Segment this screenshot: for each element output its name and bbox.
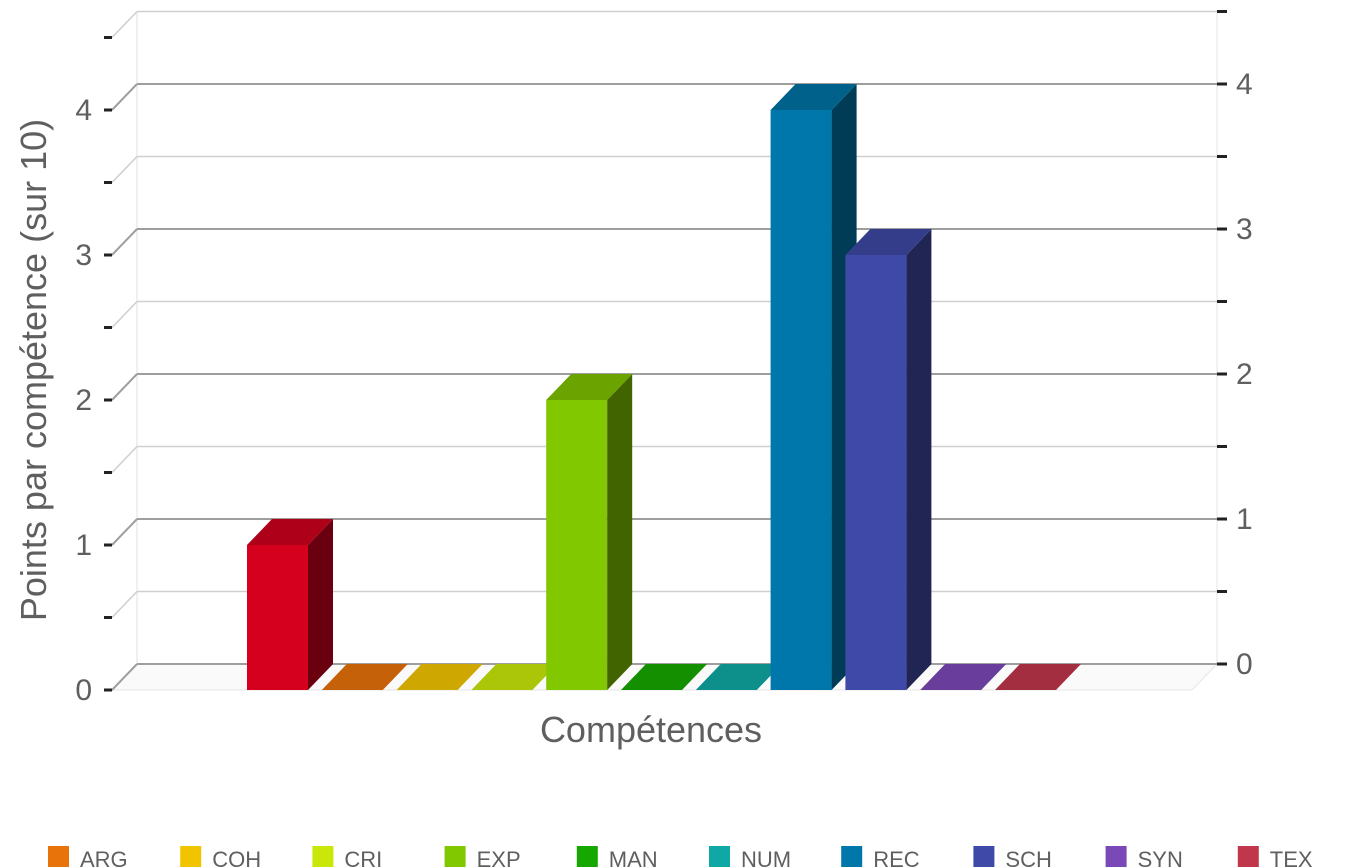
legend-item-coh: COH [180,846,261,868]
gridline-minor [111,10,1217,39]
legend-label: EXP [477,847,521,868]
bar-sch [845,229,932,690]
legend-swatch [1237,846,1259,867]
right-tick-label: 3 [1236,213,1253,246]
left-tick-label: 1 [75,529,92,562]
left-tick-label: 3 [75,239,92,272]
bar-syn [920,664,1007,690]
legend-label: SYN [1138,847,1183,868]
bar-tex [995,664,1081,690]
legend-label: COH [212,847,261,868]
gridline-major [111,83,1217,111]
legend-item-syn: SYN [1105,846,1183,868]
legend-label: TEX [1270,847,1313,868]
left-tick-label: 0 [75,674,92,707]
legend-swatch [1105,846,1127,867]
legend: ARG COH CRI EXP MAN NUM REC SCH SYN TEX [48,846,1313,868]
gridline-minor [111,300,1217,329]
legend-label: ARG [80,847,128,868]
bar-coh [396,664,483,690]
bar-rec [770,84,857,690]
legend-item-arg: ARG [48,846,128,868]
legend-label: MAN [609,847,658,868]
legend-item-cri: CRI [312,846,382,868]
legend-swatch [312,846,334,867]
bar-tex-first [247,519,333,690]
left-tick-label: 4 [75,94,92,127]
bar-man [621,664,707,690]
bar-arg [321,664,408,690]
legend-item-rec: REC [841,846,920,868]
legend-swatch [180,846,202,867]
legend-item-exp: EXP [444,846,521,868]
legend-swatch [48,846,69,867]
legend-label: CRI [344,847,382,868]
right-tick-label: 4 [1236,68,1253,101]
bar-exp [546,374,633,690]
right-y-axis: 0 1 2 3 4 [1217,10,1253,681]
gridline-minor [111,445,1217,474]
left-tick-label: 2 [75,384,92,417]
legend-swatch [973,846,995,867]
legend-label: NUM [741,847,791,868]
legend-item-num: NUM [709,846,791,868]
legend-item-sch: SCH [973,846,1052,868]
bar-num [695,664,782,690]
gridline-major [111,228,1217,256]
x-axis-title: Compétences [540,709,762,750]
legend-swatch [841,846,863,867]
y-axis-title: Points par compétence (sur 10) [13,119,54,621]
gridline-major [111,373,1217,401]
right-tick-label: 2 [1236,358,1253,391]
legend-swatch [444,846,466,867]
legend-label: SCH [1005,847,1051,868]
right-tick-label: 1 [1236,503,1253,536]
legend-swatch [709,846,730,867]
legend-item-tex: TEX [1237,846,1313,868]
bars [247,84,1081,690]
right-tick-label: 0 [1236,648,1253,681]
legend-swatch [576,846,598,867]
gridline-minor [111,155,1217,184]
left-y-axis: 0 1 2 3 4 [75,36,112,707]
bar-cri [471,664,558,690]
legend-item-man: MAN [576,846,658,868]
legend-label: REC [873,847,920,868]
